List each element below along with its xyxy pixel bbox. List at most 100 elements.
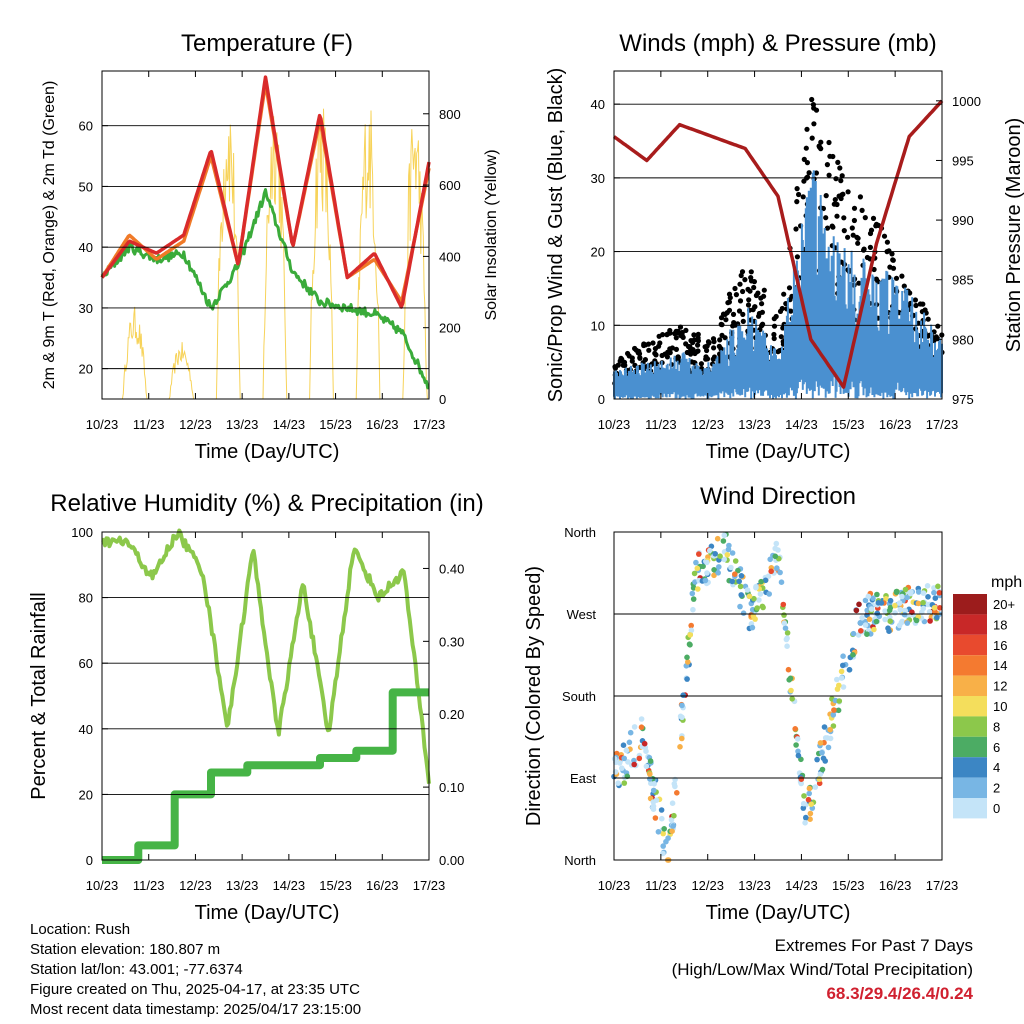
- direction-point: [840, 653, 846, 659]
- extremes-values: 68.3/29.4/26.4/0.24: [826, 984, 973, 1003]
- direction-point: [834, 676, 840, 683]
- wind-direction-data: [611, 531, 943, 863]
- direction-point: [920, 599, 926, 606]
- gust-point: [827, 153, 833, 159]
- direction-point: [866, 616, 873, 623]
- winds-ytick-label: 30: [591, 171, 605, 186]
- gust-point: [881, 233, 888, 239]
- pressure-line: [612, 99, 944, 389]
- direction-point: [677, 713, 684, 720]
- direction-point: [855, 632, 862, 638]
- gust-point: [935, 323, 941, 329]
- direction-point: [898, 619, 905, 626]
- direction-point: [694, 565, 701, 572]
- wind-direction-xtick-label: 11/23: [645, 878, 677, 893]
- direction-point: [814, 756, 820, 763]
- gust-point: [786, 285, 793, 291]
- speed-legend-swatch: [953, 716, 987, 737]
- direction-point: [740, 610, 747, 616]
- gust-point: [711, 339, 717, 345]
- direction-point: [785, 666, 792, 673]
- direction-point: [689, 590, 696, 597]
- gust-point: [818, 139, 824, 145]
- direction-point: [819, 766, 826, 773]
- direction-point: [902, 586, 909, 593]
- direction-point: [931, 589, 937, 596]
- temperature-ytick-label: 20: [79, 362, 93, 377]
- direction-point: [840, 662, 846, 669]
- humidity-y2tick-label: 0.40: [439, 561, 464, 576]
- temp-2m-line: [100, 75, 431, 309]
- direction-point: [725, 546, 732, 553]
- winds-xtick-label: 11/23: [645, 417, 677, 432]
- gust-point: [839, 173, 845, 179]
- gust-point: [803, 145, 809, 151]
- direction-point: [715, 570, 721, 576]
- temperature-xtick-label: 17/23: [413, 417, 446, 432]
- gust-point: [667, 350, 673, 356]
- direction-point: [897, 606, 904, 613]
- direction-point: [875, 600, 882, 606]
- direction-point: [835, 707, 842, 714]
- direction-point: [619, 765, 625, 771]
- direction-point: [686, 641, 693, 647]
- direction-point: [925, 594, 931, 600]
- speed-legend-label: 14: [993, 658, 1007, 673]
- gust-point: [845, 189, 851, 195]
- direction-point: [754, 605, 760, 611]
- direction-point: [859, 615, 865, 621]
- direction-point: [794, 736, 801, 742]
- gust-point: [737, 281, 743, 287]
- direction-point: [781, 612, 787, 618]
- direction-point: [836, 682, 842, 689]
- gust-point: [771, 331, 777, 338]
- temperature-xtick-label: 16/23: [366, 417, 399, 432]
- direction-point: [913, 617, 920, 624]
- speed-legend-label: 12: [993, 679, 1007, 694]
- gust-point: [752, 304, 758, 310]
- direction-point: [782, 625, 789, 631]
- direction-point: [788, 687, 794, 694]
- direction-point: [865, 593, 872, 600]
- gust-point: [733, 292, 740, 298]
- winds-panel: Winds (mph) & Pressure (mb) 0 10 20 30 40 975…: [545, 30, 1024, 463]
- direction-point: [744, 587, 751, 593]
- direction-point: [783, 636, 790, 643]
- humidity-xtick-label: 10/23: [86, 878, 119, 893]
- station-location: Location: Rush: [30, 921, 131, 938]
- speed-legend-swatch: [953, 614, 987, 635]
- direction-point: [920, 605, 927, 612]
- direction-point: [901, 611, 908, 618]
- direction-point: [873, 618, 880, 625]
- gust-point: [840, 191, 846, 197]
- gust-point: [692, 350, 698, 357]
- extremes-heading: Extremes For Past 7 Days: [774, 936, 973, 955]
- winds-ytick-label: 40: [591, 97, 605, 112]
- direction-point: [746, 593, 753, 600]
- humidity-xlabel: Time (Day/UTC): [195, 902, 340, 924]
- direction-point: [924, 583, 931, 589]
- direction-point: [680, 692, 686, 698]
- gust-point: [636, 348, 642, 354]
- direction-point: [757, 591, 764, 597]
- gust-point: [652, 346, 659, 352]
- winds-y2tick-label: 980: [952, 332, 974, 347]
- direction-point: [812, 784, 819, 790]
- winds-xlabel: Time (Day/UTC): [706, 441, 851, 463]
- gust-point: [851, 217, 858, 224]
- gust-point: [831, 201, 837, 207]
- gust-point: [673, 335, 679, 341]
- direction-point: [751, 595, 757, 602]
- direction-point: [819, 749, 825, 756]
- direction-point: [669, 828, 675, 834]
- gust-point: [662, 351, 668, 357]
- humidity-ytick-label: 40: [79, 722, 93, 737]
- direction-point: [836, 698, 843, 704]
- direction-point: [658, 807, 665, 813]
- direction-point: [660, 850, 666, 857]
- direction-point: [850, 652, 856, 658]
- gust-point: [793, 226, 799, 232]
- direction-point: [721, 556, 727, 563]
- gust-point: [698, 361, 705, 367]
